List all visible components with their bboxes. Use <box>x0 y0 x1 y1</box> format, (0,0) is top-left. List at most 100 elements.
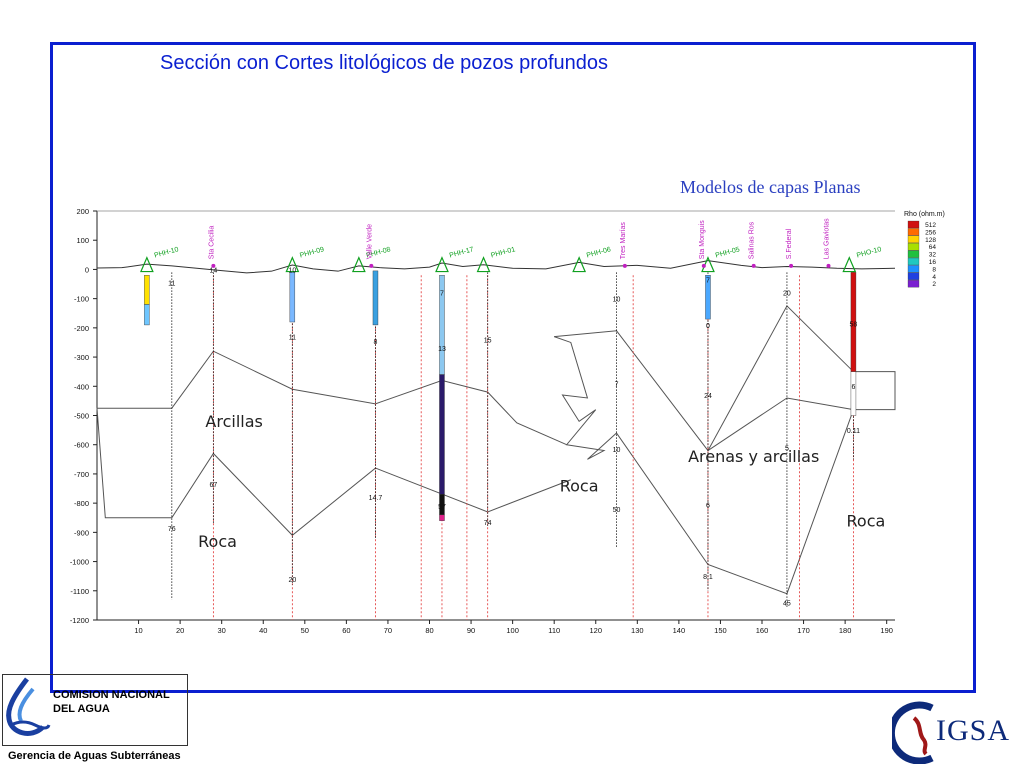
legend-label: 128 <box>925 237 936 244</box>
well-name: PHO-10 <box>856 246 882 259</box>
legend-label: 64 <box>929 244 937 251</box>
site-marker <box>211 263 216 268</box>
sounding-value: 45 <box>783 600 791 607</box>
x-tick-label: 170 <box>797 626 810 635</box>
site-name: Sta Monguis <box>699 220 706 259</box>
sounding-value: 0.11 <box>847 428 860 435</box>
well-tower-icon <box>285 256 300 273</box>
geologic-boundary <box>96 407 571 536</box>
sounding-value: 20 <box>783 291 791 298</box>
y-tick-label: -600 <box>74 441 89 450</box>
sounding-value: 24 <box>704 393 712 400</box>
sounding-value: 10 <box>613 297 621 304</box>
well-tower-icon <box>572 256 587 273</box>
y-tick-label: -1000 <box>70 558 89 567</box>
sounding-value: 10 <box>288 267 296 274</box>
sounding-value: 14.7 <box>369 495 383 502</box>
site-name: Las Gaviotas <box>824 218 831 259</box>
site-marker <box>789 263 794 268</box>
site-marker <box>701 263 706 268</box>
sounding-value: 15 <box>484 337 492 344</box>
y-tick-label: 200 <box>76 207 89 216</box>
slide-frame <box>50 42 976 693</box>
well-tower-icon <box>842 256 857 273</box>
x-tick-label: 130 <box>631 626 644 635</box>
zone-label: Roca <box>560 476 599 495</box>
sounding-value: 7 <box>440 291 444 298</box>
x-tick-label: 180 <box>839 626 852 635</box>
section-subtitle: Modelos de capas Planas <box>680 177 861 197</box>
legend-label: 2 <box>932 281 936 288</box>
lithology-column <box>850 371 857 416</box>
x-tick-label: 160 <box>756 626 769 635</box>
sounding-value: 11 <box>289 335 296 342</box>
well-tower-icon <box>351 256 366 273</box>
y-tick-label: -200 <box>74 324 89 333</box>
x-tick-label: 50 <box>301 626 309 635</box>
sounding-value: 58 <box>850 321 858 328</box>
site-name: Tres Marías <box>620 222 627 260</box>
x-tick-label: 140 <box>673 626 686 635</box>
sounding-value: 10 <box>613 447 621 454</box>
geologic-boundaries <box>96 260 896 620</box>
site-name: S.Federal <box>786 228 793 259</box>
zone-label: Arenas y arcillas <box>688 447 819 466</box>
lithology-column <box>439 514 445 521</box>
lithology-column <box>439 374 445 495</box>
well-tower-icon <box>435 256 449 273</box>
legend-title: Rho (ohm.m) <box>904 211 945 218</box>
geologic-boundary <box>616 409 854 595</box>
cross-section-chart: 2001000-100-200-300-400-500-600-700-800-… <box>70 207 945 635</box>
legend-swatch <box>907 243 920 251</box>
x-tick-label: 120 <box>589 626 602 635</box>
well-tower-icon <box>139 256 154 273</box>
legend-swatch <box>907 220 920 229</box>
well-name: PHH-10 <box>154 246 180 259</box>
water-drop-icon <box>6 677 51 736</box>
y-tick-label: -1100 <box>70 587 89 596</box>
legend-swatch <box>907 265 920 273</box>
lithology-column <box>289 272 296 323</box>
geologic-boundary <box>707 397 854 451</box>
legend-swatch <box>907 235 920 243</box>
y-tick-label: -500 <box>74 412 89 421</box>
x-tick-label: 80 <box>425 626 433 635</box>
y-tick-label: -900 <box>74 528 89 537</box>
y-tick-label: -1200 <box>70 616 89 625</box>
plot-area: 2001000-100-200-300-400-500-600-700-800-… <box>70 207 895 635</box>
x-tick-label: 190 <box>880 626 893 635</box>
sounding-value: 74 <box>484 520 492 527</box>
sounding-value: 14 <box>209 267 217 274</box>
sounding-value: 7 <box>615 381 619 388</box>
globe-c-icon <box>887 701 934 765</box>
y-tick-label: -300 <box>74 353 89 362</box>
sounding-value: 7 <box>706 278 710 285</box>
lithology-column <box>144 304 150 326</box>
legend-label: 512 <box>925 222 936 229</box>
zone-label: Roca <box>198 532 237 551</box>
x-tick-label: 60 <box>342 626 350 635</box>
sounding-value: 8 <box>374 339 378 346</box>
legend-label: 16 <box>929 259 937 266</box>
site-marker <box>369 263 374 268</box>
y-tick-label: 0 <box>85 265 89 274</box>
legend-swatch <box>907 250 920 258</box>
legend-swatch <box>907 257 920 266</box>
well-name: PHH-17 <box>449 246 475 259</box>
x-tick-label: 40 <box>259 626 267 635</box>
y-tick-label: -100 <box>74 295 89 304</box>
sounding-value: 67 <box>209 482 217 489</box>
org-name-line1: COMISION NACIONAL <box>53 689 170 701</box>
slide-title: Sección con Cortes litológicos de pozos … <box>160 52 609 74</box>
sounding-value: 76 <box>168 526 176 533</box>
geologic-boundary <box>171 350 567 446</box>
site-marker <box>622 263 627 268</box>
geologic-boundary <box>554 336 617 460</box>
x-tick-label: 30 <box>218 626 226 635</box>
legend-label: 8 <box>932 266 936 273</box>
chart-labels: 11 76 14 67 10 20 11 8 14.7 7 13 57 15 74 10 7 10 50 7 0 24 6… <box>168 267 885 607</box>
lithology-column <box>705 275 711 320</box>
site-name: Sta Cecilia <box>208 226 215 260</box>
sounding-value: 50 <box>613 507 621 514</box>
